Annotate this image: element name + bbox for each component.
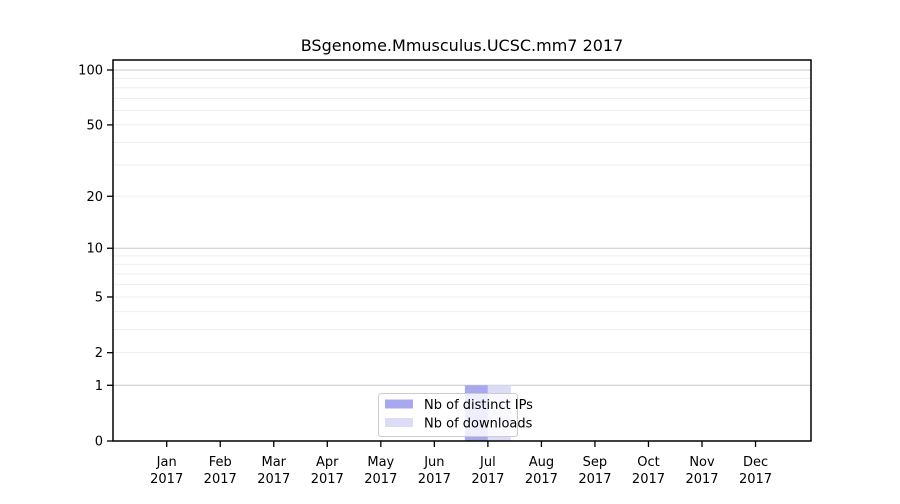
x-tick-month-oct: Oct [637,455,659,470]
y-tick-label-100: 100 [78,64,103,79]
x-tick-label-nov: Nov 2017 [685,455,718,487]
x-tick-year-mar: 2017 [257,472,290,487]
x-tick-month-jan: Jan [156,455,177,470]
x-tick-year-feb: 2017 [204,472,237,487]
y-tick-label-10: 10 [86,242,103,257]
x-tick-label-aug: Aug 2017 [525,455,558,487]
y-tick-label-5: 5 [95,290,103,305]
gridlines [113,69,811,386]
x-tick-month-feb: Feb [209,455,232,470]
x-axis: Jan 2017 Feb 2017 Mar 2017 Apr 2017 May 2017 Jun 20… [150,441,772,487]
y-tick-label-2: 2 [95,346,103,361]
y-tick-label-20: 20 [86,190,103,205]
y-axis: 0 1 2 5 10 20 50 100 [78,64,113,450]
x-tick-label-jun: Jun 2017 [418,455,451,487]
x-tick-month-aug: Aug [529,455,554,470]
x-tick-label-sep: Sep 2017 [578,455,611,487]
x-tick-year-jun: 2017 [418,472,451,487]
x-tick-label-oct: Oct 2017 [632,455,665,487]
x-tick-month-sep: Sep [583,455,608,470]
x-tick-year-may: 2017 [364,472,397,487]
x-tick-year-jul: 2017 [471,472,504,487]
x-tick-year-apr: 2017 [311,472,344,487]
x-tick-label-mar: Mar 2017 [257,455,290,487]
x-tick-year-sep: 2017 [578,472,611,487]
x-tick-month-apr: Apr [316,455,339,470]
x-tick-year-nov: 2017 [685,472,718,487]
x-tick-year-jan: 2017 [150,472,183,487]
x-tick-label-dec: Dec 2017 [739,455,772,487]
x-tick-label-jan: Jan 2017 [150,455,183,487]
x-tick-month-dec: Dec [743,455,768,470]
x-tick-label-jul: Jul 2017 [471,455,504,487]
legend-label-nb-of-distinct-ips: Nb of distinct IPs [424,398,533,413]
x-tick-month-mar: Mar [261,455,286,470]
chart-title: BSgenome.Mmusculus.UCSC.mm7 2017 [301,36,624,55]
legend: Nb of distinct IPs Nb of downloads [378,393,533,437]
x-tick-month-may: May [367,455,394,470]
x-tick-year-aug: 2017 [525,472,558,487]
y-tick-label-1: 1 [95,379,103,394]
legend-swatch-nb-of-downloads [385,418,413,427]
legend-swatch-nb-of-distinct-ips [385,399,413,409]
x-tick-label-may: May 2017 [364,455,397,487]
x-tick-label-feb: Feb 2017 [204,455,237,487]
y-tick-label-0: 0 [95,435,103,450]
x-tick-label-apr: Apr 2017 [311,455,344,487]
legend-label-nb-of-downloads: Nb of downloads [424,417,533,432]
x-tick-month-jul: Jul [479,455,496,470]
legend-box [378,393,518,437]
y-tick-label-50: 50 [86,118,103,133]
x-tick-year-dec: 2017 [739,472,772,487]
x-tick-year-oct: 2017 [632,472,665,487]
plot-border [112,59,812,442]
x-tick-month-nov: Nov [689,455,715,470]
x-tick-month-jun: Jun [423,455,444,470]
